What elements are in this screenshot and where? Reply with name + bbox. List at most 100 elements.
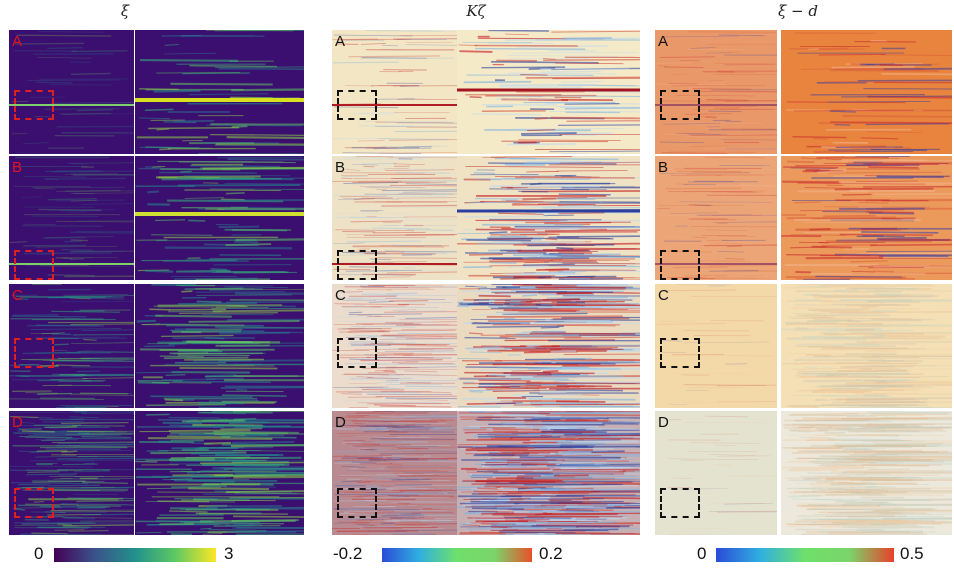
texture-streak — [14, 525, 78, 527]
texture-streak — [488, 521, 615, 524]
texture-streak — [391, 479, 432, 481]
texture-streak — [26, 473, 78, 476]
texture-streak — [9, 398, 105, 400]
texture-streak — [539, 413, 640, 416]
texture-streak — [47, 513, 101, 516]
texture-streak — [802, 335, 885, 339]
texture-streak — [156, 71, 241, 74]
texture-streak — [488, 30, 549, 32]
texture-streak — [225, 192, 245, 195]
texture-streak — [48, 295, 79, 298]
texture-streak — [383, 370, 396, 373]
texture-streak — [164, 44, 179, 46]
texture-streak — [852, 389, 869, 393]
colorbar-kzeta-min-label: -0.2 — [333, 544, 363, 563]
texture-streak — [481, 66, 566, 69]
texture-streak — [665, 187, 742, 190]
texture-streak — [542, 58, 557, 60]
texture-streak — [464, 215, 548, 218]
texture-streak — [233, 515, 304, 518]
texture-streak — [466, 447, 535, 450]
texture-streak — [21, 522, 97, 525]
texture — [786, 32, 952, 153]
texture-streak — [21, 358, 92, 360]
texture-streak — [814, 355, 880, 358]
texture-streak — [786, 216, 897, 220]
texture-streak — [684, 384, 766, 386]
texture-streak — [518, 284, 577, 287]
texture-streak — [869, 462, 952, 465]
texture-streak — [380, 405, 452, 408]
texture-streak — [879, 334, 951, 336]
texture-streak — [35, 324, 104, 327]
texture-streak — [458, 412, 550, 415]
texture-streak — [394, 30, 457, 33]
texture-streak — [785, 300, 881, 302]
texture — [457, 411, 640, 535]
texture-streak — [727, 275, 744, 278]
texture-streak — [559, 227, 640, 230]
texture-streak — [404, 349, 457, 351]
texture-streak — [553, 379, 575, 382]
texture-streak — [797, 515, 895, 518]
texture-streak — [381, 334, 457, 337]
texture-streak — [876, 236, 927, 240]
texture — [781, 284, 952, 408]
texture-streak — [332, 38, 378, 41]
texture-streak — [847, 515, 907, 518]
texture-streak — [494, 299, 550, 302]
texture-streak — [390, 359, 441, 361]
texture-streak — [830, 311, 952, 314]
texture-streak — [483, 510, 515, 513]
texture-streak — [562, 508, 614, 512]
texture-streak — [337, 530, 418, 533]
texture-streak — [406, 126, 457, 128]
texture-streak — [544, 229, 640, 232]
texture-streak — [522, 462, 560, 465]
texture-streak — [339, 435, 422, 437]
texture-streak — [71, 50, 128, 53]
texture-streak — [800, 209, 904, 212]
texture-streak — [370, 438, 456, 440]
texture-streak — [202, 166, 304, 170]
texture-streak — [457, 358, 491, 360]
texture-streak — [45, 236, 114, 238]
texture-streak — [59, 420, 84, 423]
texture-streak — [881, 72, 952, 76]
texture-streak — [70, 192, 134, 194]
texture-streak — [820, 332, 839, 335]
texture-streak — [545, 237, 558, 241]
texture-streak — [564, 336, 640, 339]
row-label: D — [335, 414, 346, 431]
texture-streak — [868, 166, 919, 169]
texture-streak — [543, 248, 640, 251]
texture-streak — [54, 529, 85, 531]
texture-streak — [45, 177, 126, 180]
texture-streak — [344, 511, 393, 513]
texture-streak — [857, 384, 904, 388]
texture-streak — [550, 350, 577, 353]
texture-streak — [364, 234, 455, 236]
texture-streak — [657, 65, 669, 67]
texture-streak — [370, 343, 426, 345]
texture-streak — [489, 188, 589, 191]
texture-streak — [385, 169, 455, 172]
texture-streak — [23, 252, 112, 255]
texture-streak — [379, 152, 457, 154]
texture — [457, 30, 640, 154]
texture-streak — [683, 190, 765, 193]
texture-streak — [883, 456, 952, 458]
texture-streak — [871, 406, 952, 408]
texture-streak — [385, 492, 439, 494]
texture-streak — [76, 499, 134, 503]
texture-streak — [836, 354, 952, 357]
texture-streak — [817, 520, 922, 523]
texture-streak — [392, 192, 457, 194]
texture-streak — [342, 197, 399, 200]
texture-streak — [559, 259, 630, 261]
texture-streak — [189, 165, 281, 168]
texture-streak — [158, 175, 261, 179]
texture-streak — [367, 492, 445, 494]
texture-streak — [823, 427, 914, 430]
texture-streak — [233, 475, 304, 479]
